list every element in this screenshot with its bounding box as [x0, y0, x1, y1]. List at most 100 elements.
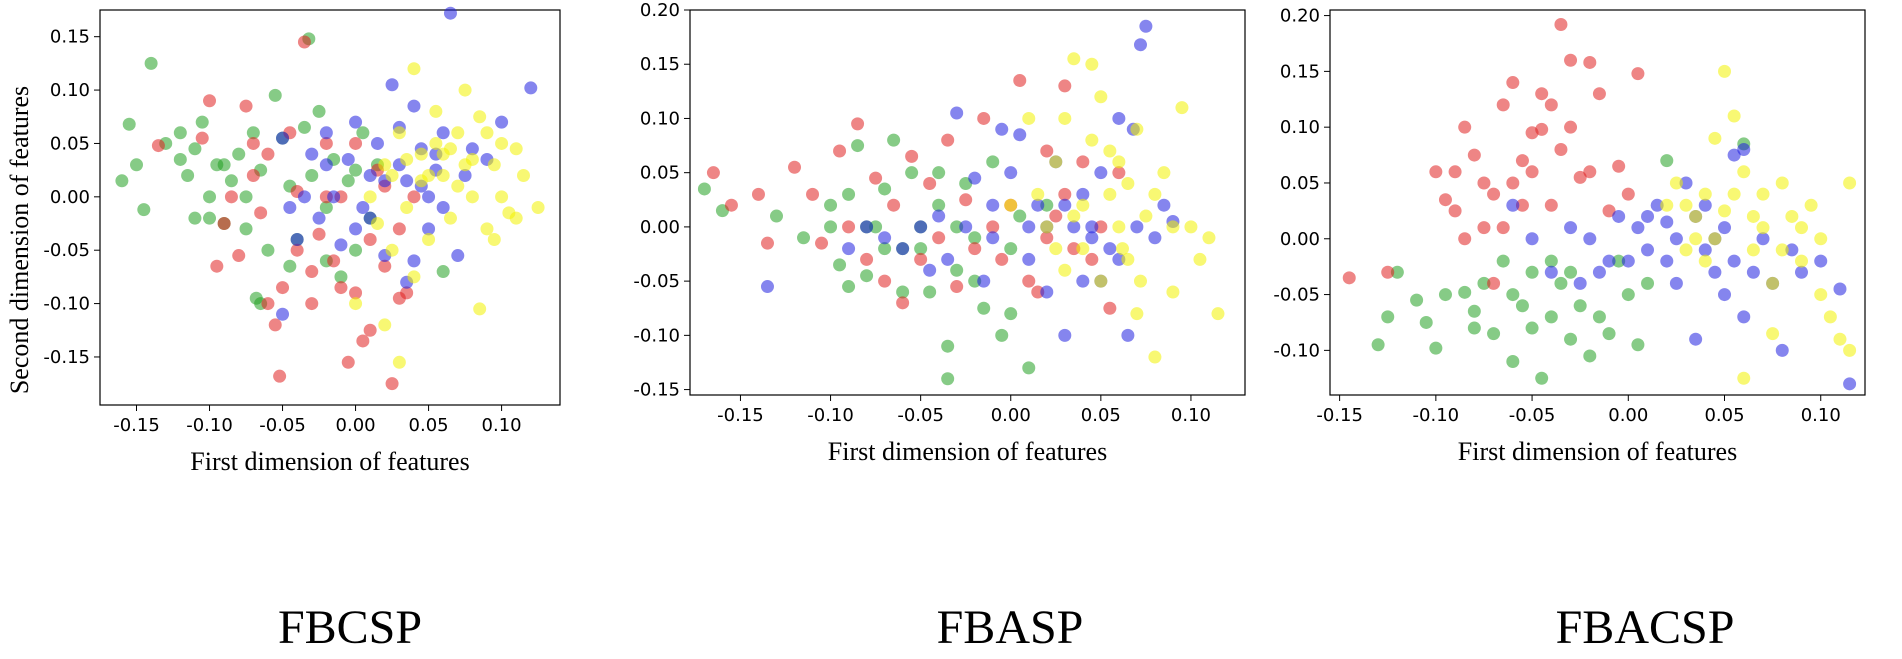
data-point-yellow	[1804, 198, 1818, 212]
data-point-blue	[1506, 198, 1520, 212]
data-point-yellow	[465, 190, 479, 204]
data-point-blue	[1698, 243, 1712, 257]
data-point-red	[1583, 55, 1597, 69]
data-point-red	[385, 377, 399, 391]
data-point-red	[1022, 274, 1036, 288]
data-point-green	[1544, 310, 1558, 324]
data-point-blue	[1833, 282, 1847, 296]
data-point-red	[1031, 285, 1045, 299]
data-point-yellow	[1794, 254, 1808, 268]
data-point-green	[995, 328, 1009, 342]
data-point-blue	[1660, 254, 1674, 268]
data-point-blue	[986, 231, 1000, 245]
data-point-blue	[1564, 221, 1578, 235]
y-tick-label: 0.15	[50, 27, 90, 48]
data-point-red	[392, 291, 406, 305]
data-point-blue	[959, 220, 973, 234]
data-point-yellow	[1708, 131, 1722, 145]
data-point-green	[1496, 254, 1510, 268]
data-point-green	[144, 56, 158, 70]
data-point-yellow	[1689, 209, 1703, 223]
data-point-red	[986, 220, 1000, 234]
data-point-blue	[1004, 166, 1018, 180]
data-point-green	[842, 280, 856, 294]
data-point-green	[122, 117, 136, 131]
data-point-yellow	[414, 147, 428, 161]
data-point-red	[1544, 98, 1558, 112]
data-point-yellow	[1669, 176, 1683, 190]
data-point-blue	[312, 211, 326, 225]
data-point-green	[268, 88, 282, 102]
x-tick-label: 0.10	[1171, 405, 1211, 426]
data-point-green	[1040, 198, 1054, 212]
plot-frame-fbacsp	[1329, 9, 1866, 396]
y-tick-label: 0.15	[1280, 61, 1320, 82]
data-point-red	[1573, 170, 1587, 184]
data-point-yellow	[378, 158, 392, 172]
data-point-green	[769, 209, 783, 223]
data-point-red	[833, 144, 847, 158]
data-point-blue	[1718, 221, 1732, 235]
y-tick-label: 0.10	[1280, 117, 1320, 138]
data-point-yellow	[400, 152, 414, 166]
data-point-red	[1085, 252, 1099, 266]
data-point-green	[297, 120, 311, 134]
data-point-blue	[1612, 209, 1626, 223]
data-point-yellow	[392, 126, 406, 140]
data-point-blue	[1058, 198, 1072, 212]
data-point-red	[254, 206, 268, 220]
data-point-red	[1506, 176, 1520, 190]
data-point-yellow	[1756, 187, 1770, 201]
data-point-red	[1438, 193, 1452, 207]
data-point-yellow	[370, 217, 384, 231]
x-axis-label: First dimension of features	[828, 437, 1107, 466]
data-point-green	[130, 158, 144, 172]
data-point-red	[1487, 276, 1501, 290]
shared-ylabel: Second dimension of features	[5, 86, 34, 394]
data-point-yellow	[1814, 288, 1828, 302]
data-point-green	[319, 201, 333, 214]
data-point-blue	[995, 122, 1009, 136]
y-tick-label: -0.10	[633, 325, 680, 346]
data-point-blue	[1843, 377, 1857, 391]
y-tick-label: 0.20	[1280, 6, 1320, 27]
data-point-blue	[1794, 265, 1808, 279]
data-point-green	[173, 126, 187, 140]
data-point-green	[977, 301, 991, 315]
data-point-blue	[1669, 276, 1683, 290]
data-point-green	[950, 220, 964, 234]
data-point-yellow	[422, 233, 436, 247]
data-point-blue	[1698, 198, 1712, 212]
data-point-blue	[1103, 242, 1117, 256]
data-point-red	[760, 236, 774, 250]
data-point-red	[905, 149, 919, 163]
data-point-yellow	[1049, 155, 1063, 169]
data-point-yellow	[1727, 187, 1741, 201]
x-axis-label: First dimension of features	[1458, 437, 1737, 466]
data-point-green	[239, 190, 253, 204]
data-point-blue	[950, 106, 964, 120]
plot-frame-fbcsp	[99, 9, 561, 406]
data-point-blue	[1592, 265, 1606, 279]
data-point-blue	[968, 171, 982, 185]
data-point-yellow	[1202, 231, 1216, 245]
data-point-yellow	[1040, 220, 1054, 234]
data-point-red	[261, 297, 275, 311]
data-point-yellow	[451, 179, 465, 193]
data-point-yellow	[385, 243, 399, 257]
data-point-blue	[363, 168, 377, 182]
data-point-green	[349, 243, 363, 257]
data-point-red	[378, 259, 392, 273]
data-point-blue	[407, 254, 421, 268]
data-point-blue	[400, 174, 414, 188]
y-tick-label: -0.10	[1273, 340, 1320, 361]
data-point-blue	[1756, 232, 1770, 246]
y-tick-label: 0.00	[640, 217, 680, 238]
data-point-red	[706, 166, 720, 180]
data-point-red	[1496, 98, 1510, 112]
data-point-blue	[1058, 328, 1072, 342]
data-point-yellow	[1085, 133, 1099, 147]
data-point-blue	[1085, 231, 1099, 245]
data-point-green	[941, 339, 955, 353]
